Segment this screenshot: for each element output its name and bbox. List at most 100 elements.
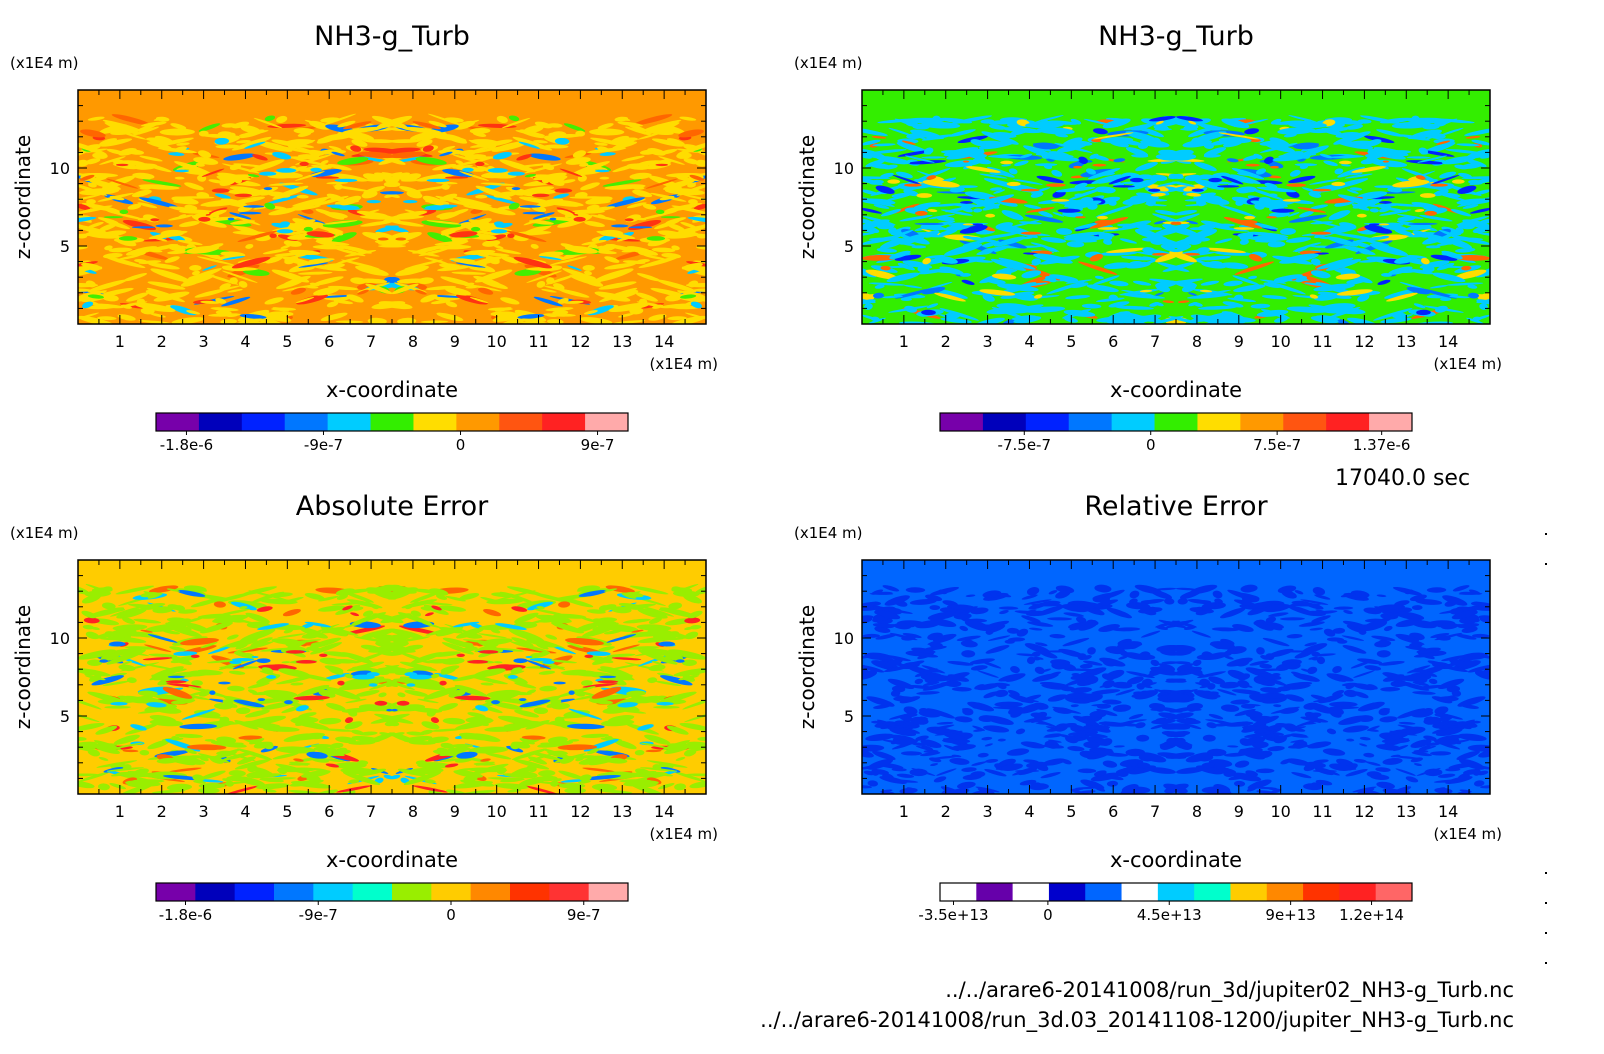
contour-blob <box>922 179 960 188</box>
contour-blob <box>1130 653 1156 661</box>
contour-blob <box>652 304 664 309</box>
contour-blob <box>316 239 336 246</box>
contour-blob <box>1232 624 1254 632</box>
contour-accent <box>971 223 984 226</box>
contour-blob <box>1173 661 1191 665</box>
contour-accent <box>259 171 277 176</box>
contour-blob <box>1070 687 1092 694</box>
contour-blob <box>1288 115 1319 123</box>
contour-blob <box>651 660 662 665</box>
contour-blob <box>1093 770 1107 777</box>
contour-blob <box>622 260 646 264</box>
x-tick-label: 5 <box>282 332 292 351</box>
contour-blob <box>983 725 1010 733</box>
y-tick-label: 5 <box>844 707 854 726</box>
contour-blob <box>216 748 242 758</box>
contour-blob <box>1439 171 1457 179</box>
contour-blob <box>125 246 158 256</box>
contour-blob <box>131 779 165 783</box>
contour-blob <box>1250 303 1271 309</box>
contour-blob <box>1065 692 1090 699</box>
contour-blob <box>168 767 202 773</box>
contour-accent <box>624 218 634 222</box>
contour-blob <box>148 262 180 270</box>
contour-blob <box>918 709 941 718</box>
contour-blob <box>1458 172 1472 179</box>
contour-blob <box>684 701 706 709</box>
contour-blob <box>1056 228 1073 235</box>
x-axis-label: x-coordinate <box>326 378 458 402</box>
contour-blob <box>401 173 422 182</box>
contour-blob <box>1220 262 1249 270</box>
contour-blob <box>1406 254 1427 259</box>
contour-blob <box>1207 748 1227 757</box>
contour-blob <box>942 732 967 741</box>
contour-blob <box>1153 124 1169 131</box>
colorbar-tick-label: -7.5e-7 <box>998 436 1051 454</box>
contour-blob <box>202 134 235 138</box>
contour-blob <box>102 119 141 131</box>
contour-blob <box>1223 280 1243 287</box>
contour-blob <box>137 690 158 697</box>
contour-blob <box>122 617 136 624</box>
contour-blob <box>605 585 635 593</box>
contour-blob <box>1412 681 1430 687</box>
contour-blob <box>442 145 456 151</box>
contour-blob <box>475 194 488 199</box>
contour-blob <box>638 256 679 269</box>
contour-blob <box>480 758 491 762</box>
contour-blob <box>320 160 329 165</box>
contour-blob <box>1457 696 1486 707</box>
contour-blob <box>689 781 706 789</box>
contour-blob <box>1193 228 1218 239</box>
contour-blob <box>491 140 530 152</box>
contour-blob <box>873 292 885 299</box>
contour-blob <box>1047 739 1062 743</box>
contour-blob <box>598 617 618 622</box>
contour-blob <box>445 595 467 602</box>
colorbar-segment <box>456 413 500 431</box>
contour-blob <box>602 179 642 187</box>
contour-blob <box>347 709 358 717</box>
contour-blob <box>205 201 245 207</box>
contour-blob <box>387 177 400 185</box>
contour-blob <box>1165 620 1187 629</box>
contour-blob <box>90 626 100 631</box>
contour-blob <box>1457 733 1487 742</box>
contour-blob <box>554 716 565 724</box>
chart-title: NH3-g_Turb <box>314 21 470 52</box>
colorbar-segment <box>198 413 243 431</box>
contour-blob <box>1415 685 1445 690</box>
contour-blob <box>478 633 507 639</box>
contour-blob <box>993 189 1006 194</box>
contour-blob <box>1040 237 1067 243</box>
contour-blob <box>1142 247 1156 254</box>
contour-blob <box>1441 250 1463 260</box>
contour-blob <box>453 770 484 778</box>
contour-blob <box>1430 633 1450 639</box>
contour-blob <box>552 199 584 207</box>
contour-blob <box>91 675 125 686</box>
contour-blob <box>306 231 335 238</box>
contour-accent <box>1020 231 1042 235</box>
contour-blob <box>892 694 906 698</box>
contour-blob <box>635 292 658 302</box>
contour-blob <box>78 182 108 196</box>
contour-blob <box>279 146 313 154</box>
contour-blob <box>317 751 345 757</box>
contour-blob <box>578 589 608 597</box>
contour-blob <box>581 775 622 781</box>
x-tick-label: 14 <box>1438 802 1458 821</box>
contour-blob <box>1203 147 1227 157</box>
contour-blob <box>688 280 699 288</box>
contour-blob <box>629 585 669 595</box>
contour-blob <box>445 747 471 753</box>
contour-blob <box>1380 191 1416 194</box>
contour-blob <box>872 143 896 147</box>
contour-blob <box>425 285 457 291</box>
contour-blob <box>1177 598 1188 605</box>
contour-blob <box>1040 772 1061 779</box>
contour-accent <box>1451 179 1465 184</box>
colorbar-segment <box>542 413 586 431</box>
contour-blob <box>123 273 148 282</box>
